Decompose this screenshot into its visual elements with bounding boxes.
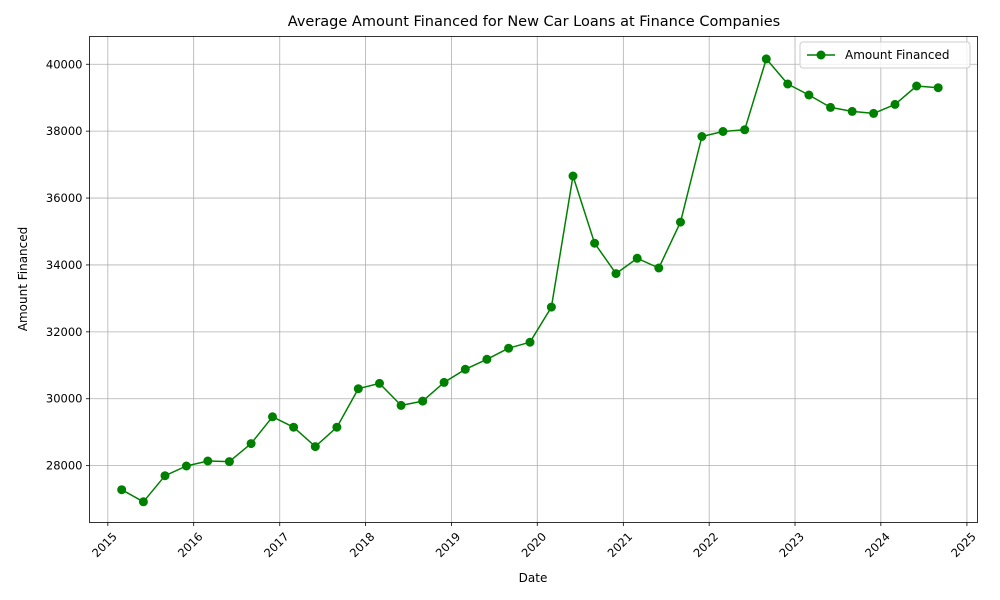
data-point: [418, 396, 428, 406]
y-tick-label: 32000: [46, 325, 83, 339]
y-axis-label: Amount Financed: [16, 227, 30, 332]
data-point: [740, 125, 750, 135]
data-point: [310, 442, 320, 452]
y-tick-label: 28000: [46, 459, 83, 473]
data-point: [396, 400, 406, 410]
data-point: [332, 422, 342, 432]
data-point: [611, 269, 621, 279]
y-tick-label: 34000: [46, 258, 83, 272]
data-point: [804, 90, 814, 100]
y-tick-label: 40000: [46, 57, 83, 71]
data-point: [783, 79, 793, 89]
series-group: [117, 54, 943, 507]
y-axis: 28000 30000 32000 34000 36000 38000 40000: [46, 57, 90, 473]
data-point: [676, 217, 685, 227]
data-point: [268, 412, 277, 422]
data-point: [224, 457, 234, 467]
data-point: [890, 99, 900, 109]
data-point: [869, 108, 879, 118]
data-point: [826, 102, 835, 112]
legend-marker-swatch: [816, 50, 826, 60]
plot-frame: [89, 36, 978, 523]
data-point: [525, 337, 535, 347]
data-point: [654, 263, 664, 273]
y-tick-label: 36000: [46, 191, 83, 205]
data-point: [546, 302, 556, 312]
y-tick-label: 30000: [46, 392, 83, 406]
data-point: [718, 127, 728, 136]
data-point: [439, 377, 449, 387]
data-point: [912, 81, 922, 91]
data-point: [933, 83, 943, 93]
legend-box: [799, 41, 971, 69]
legend-label: Amount Financed: [845, 48, 950, 62]
data-point: [289, 422, 299, 432]
data-point: [246, 439, 256, 449]
data-point: [117, 485, 127, 495]
data-point: [590, 238, 600, 248]
data-point: [203, 456, 213, 466]
data-point: [375, 378, 384, 388]
legend: Amount Financed: [799, 41, 971, 69]
x-axis-label: Date: [519, 571, 548, 585]
chart-title: Average Amount Financed for New Car Loan…: [288, 14, 781, 30]
data-point: [632, 253, 642, 263]
data-point: [353, 384, 363, 394]
data-point: [847, 106, 857, 116]
y-tick-label: 38000: [46, 124, 83, 138]
data-point: [460, 364, 470, 374]
data-point: [181, 461, 191, 471]
grid: [89, 36, 978, 523]
data-point: [138, 497, 148, 507]
data-point: [504, 343, 514, 353]
data-point: [160, 471, 170, 481]
data-point: [697, 132, 707, 141]
data-point: [761, 54, 771, 64]
data-point: [482, 354, 492, 364]
data-point: [568, 171, 578, 181]
